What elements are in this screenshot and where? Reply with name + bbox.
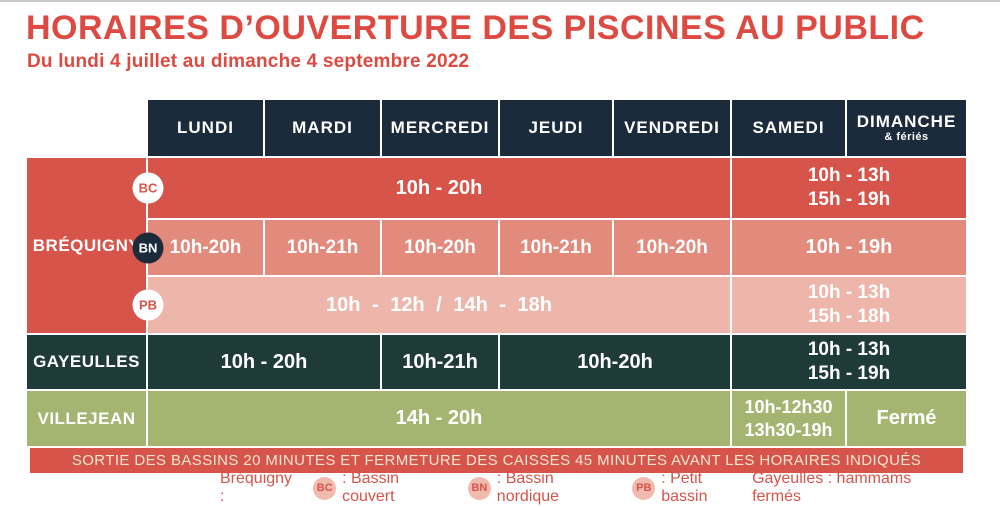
legend-item-text: : Bassin nordique — [496, 470, 560, 505]
petit-bassin-legend-badge: PB — [632, 476, 656, 500]
cell-villejean-dimanche: Fermé — [847, 391, 966, 446]
cell-gayeulles-weekend: 10h - 13h 15h - 19h — [732, 335, 966, 389]
header-vendredi: VENDREDI — [614, 100, 730, 156]
cell-brequigny-bn-jeudi: 10h-21h — [500, 220, 612, 275]
cell-line-1: 10h - 13h — [807, 339, 891, 361]
cell-line-1: 10h-12h30 — [744, 397, 833, 417]
footer-banner: SORTIE DES BASSINS 20 MINUTES ET FERMETU… — [30, 448, 963, 473]
cell-line-2: 13h30-19h — [744, 419, 833, 440]
legend-brequigny-label: Bréquigny : — [220, 470, 293, 505]
cell-line-2: 15h - 19h — [807, 189, 891, 210]
cell-line-2: 15h - 18h — [807, 306, 891, 327]
legend: Bréquigny : BC : Bassin couvert BN : Bas… — [27, 470, 963, 505]
legend-item-bn: BN : Bassin nordique — [467, 470, 619, 506]
row-label-villejean: VILLEJEAN — [27, 391, 146, 446]
page-subtitle: Du lundi 4 juillet au dimanche 4 septemb… — [27, 51, 470, 72]
cell-brequigny-bn-mardi: 10h-21h — [265, 220, 380, 275]
legend-gayeulles-note: Gayeulles : hammams fermés — [752, 470, 912, 505]
cell-gayeulles-mercredi: 10h-21h — [382, 335, 498, 389]
header-samedi: SAMEDI — [732, 100, 845, 156]
cell-line-1: 10h - 13h — [807, 282, 891, 304]
cell-text: 10h-20h — [169, 236, 242, 258]
legend-item-bc: BC : Bassin couvert — [313, 470, 455, 506]
header-lundi: LUNDI — [148, 100, 263, 156]
cell-brequigny-bc-weekdays: BC 10h - 20h — [132, 158, 730, 218]
legend-brequigny: Bréquigny : BC : Bassin couvert BN : Bas… — [220, 470, 752, 506]
cell-brequigny-pb-weekdays: PB 10h - 12h / 14h - 18h — [132, 277, 730, 333]
cell-brequigny-bn-mercredi: 10h-20h — [382, 220, 498, 275]
page-title: HORAIRES D’OUVERTURE DES PISCINES AU PUB… — [26, 9, 925, 47]
cell-brequigny-bn-weekend: 10h - 19h — [732, 220, 966, 275]
cell-villejean-samedi: 10h-12h30 13h30-19h — [732, 391, 845, 446]
header-mardi: MARDI — [265, 100, 380, 156]
cell-brequigny-pb-weekend: 10h - 13h 15h - 18h — [732, 277, 966, 333]
bassin-couvert-legend-badge: BC — [313, 476, 337, 500]
cell-villejean-lundi-vendredi: 14h - 20h — [148, 391, 730, 446]
cell-brequigny-bn-lundi: BN 10h-20h — [132, 220, 263, 275]
bassin-nordique-legend-badge: BN — [467, 476, 491, 500]
legend-item-text: : Bassin couvert — [342, 470, 400, 505]
header-mercredi: MERCREDI — [382, 100, 498, 156]
top-divider — [0, 0, 1000, 2]
petit-bassin-badge: PB — [132, 289, 164, 321]
header-dimanche-label: DIMANCHE — [856, 111, 957, 131]
legend-item-pb: PB : Petit bassin — [632, 470, 752, 506]
cell-gayeulles-lundi-mardi: 10h - 20h — [148, 335, 380, 389]
schedule-table: LUNDI MARDI MERCREDI JEUDI VENDREDI SAME… — [27, 100, 966, 446]
cell-brequigny-bc-weekend: 10h - 13h 15h - 19h — [732, 158, 966, 218]
cell-gayeulles-jeudi-vendredi: 10h-20h — [500, 335, 730, 389]
cell-text: 10h - 12h / 14h - 18h — [325, 293, 553, 316]
cell-brequigny-bn-vendredi: 10h-20h — [614, 220, 730, 275]
header-dimanche: DIMANCHE & fériés — [847, 100, 966, 156]
legend-item-text: : Petit bassin — [661, 470, 708, 505]
cell-line-1: 10h - 13h — [807, 165, 891, 187]
header-dimanche-note: & fériés — [884, 131, 929, 144]
header-jeudi: JEUDI — [500, 100, 612, 156]
cell-text: 10h - 20h — [395, 176, 483, 199]
cell-line-2: 15h - 19h — [807, 363, 891, 384]
row-label-brequigny: BRÉQUIGNY — [27, 158, 146, 333]
bassin-nordique-badge: BN — [132, 232, 164, 263]
row-label-gayeulles: GAYEULLES — [27, 335, 146, 389]
bassin-couvert-badge: BC — [132, 172, 164, 204]
